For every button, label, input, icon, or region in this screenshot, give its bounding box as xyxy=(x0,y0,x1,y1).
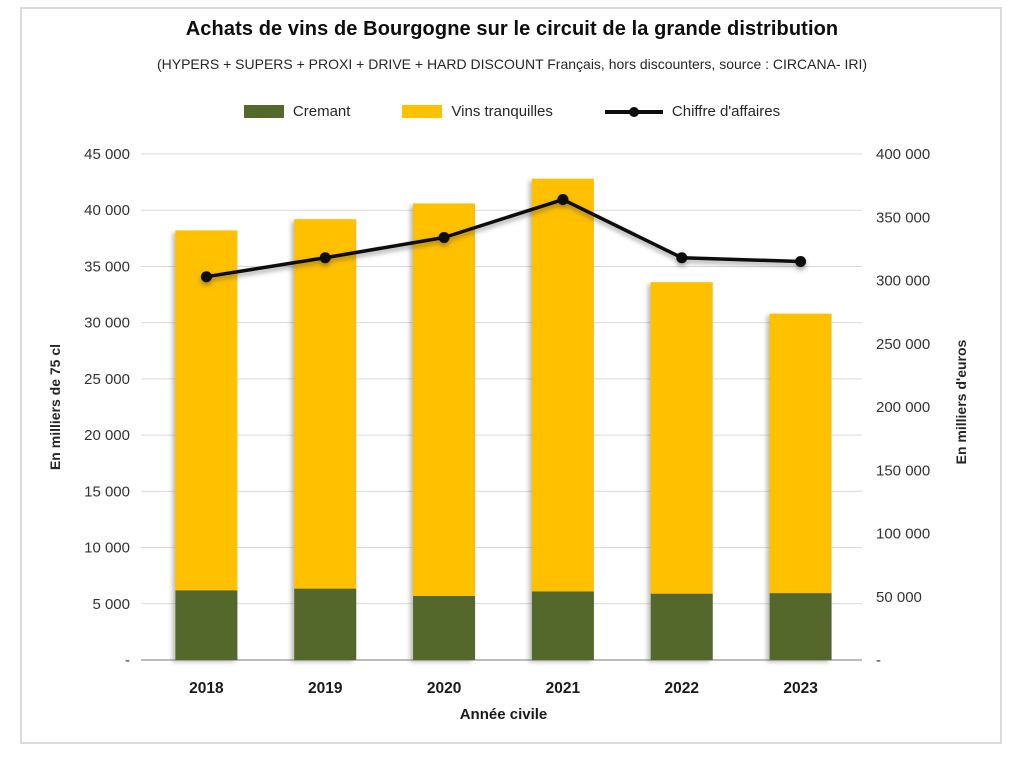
y-left-tick-label: 25 000 xyxy=(84,371,130,388)
y-right-tick-label: 350 000 xyxy=(876,209,930,226)
bar-vins-tranquilles-2020 xyxy=(413,203,476,596)
line-marker-2020 xyxy=(438,231,450,243)
y-right-tick-label: 50 000 xyxy=(876,589,922,606)
y-left-tick-label: 10 000 xyxy=(84,540,130,557)
line-marker-2018 xyxy=(200,271,212,283)
line-marker-2023 xyxy=(795,256,807,268)
bar-vins-tranquilles-2021 xyxy=(531,178,594,592)
bar-cremant-2018 xyxy=(175,590,238,660)
bar-cremant-2019 xyxy=(294,588,357,660)
chart-title: Achats de vins de Bourgogne sur le circu… xyxy=(185,18,839,40)
x-tick-labels: 2018 2019 2020 2021 2022 2023 xyxy=(189,680,818,697)
chiffre-affaires-line xyxy=(206,197,801,279)
legend-item-vins-tranquilles: Vins tranquilles xyxy=(402,103,553,120)
bar-cremant-2023 xyxy=(769,593,832,660)
x-tick-label-2020: 2020 xyxy=(427,680,461,697)
x-tick-label-2019: 2019 xyxy=(308,680,343,697)
legend-label-cremant: Cremant xyxy=(292,103,351,120)
y-right-tick-label: 100 000 xyxy=(876,526,930,543)
line-marker-2019 xyxy=(319,252,331,264)
line-marker-swatch-icon xyxy=(604,105,663,118)
y-left-tick-label: 30 000 xyxy=(84,315,130,332)
y-right-tick-label: 400 000 xyxy=(876,146,930,163)
x-tick-label-2022: 2022 xyxy=(665,680,699,697)
y-left-tick-label: 45 000 xyxy=(84,146,130,163)
y-left-tick-label: 40 000 xyxy=(84,202,130,219)
bar-vins-tranquilles-2019 xyxy=(294,219,357,589)
bar-cremant-2021 xyxy=(531,591,594,660)
gridlines xyxy=(141,153,862,661)
legend-label-chiffre-affaires: Chiffre d'affaires xyxy=(671,103,781,120)
line-marker-2022 xyxy=(676,252,688,264)
x-axis-title: Année civile xyxy=(459,706,548,723)
y-left-tick-labels: - 5 000 10 000 15 000 20 000 25 000 30 000 35 0… xyxy=(84,146,130,669)
y-right-tick-label: 300 000 xyxy=(876,273,930,290)
y-right-axis-title: En milliers d'euros xyxy=(953,339,969,465)
legend-label-vins-tranquilles: Vins tranquilles xyxy=(451,103,553,120)
x-tick-label-2023: 2023 xyxy=(783,680,818,697)
legend: Cremant Vins tranquilles Chiffre d'affai… xyxy=(0,103,1024,120)
legend-item-chiffre-affaires: Chiffre d'affaires xyxy=(604,103,781,120)
line-series xyxy=(200,194,807,283)
y-right-tick-label: 250 000 xyxy=(876,336,930,353)
y-right-tick-labels: - 50 000 100 000 150 000 200 000 250 000 300 0… xyxy=(876,146,930,669)
line-marker-2021 xyxy=(557,194,569,206)
y-left-axis-title: En milliers de 75 cl xyxy=(47,343,63,471)
y-left-tick-label: - xyxy=(125,652,130,669)
bar-vins-tranquilles-2023 xyxy=(769,313,832,594)
cremant-swatch-icon xyxy=(243,105,284,118)
y-left-tick-label: 15 000 xyxy=(84,483,130,500)
legend-item-cremant: Cremant xyxy=(243,103,351,120)
y-right-tick-label: 150 000 xyxy=(876,462,930,479)
x-tick-label-2021: 2021 xyxy=(546,680,581,697)
y-left-tick-label: 35 000 xyxy=(84,258,130,275)
y-left-tick-label: 5 000 xyxy=(92,596,130,613)
y-left-tick-label: 20 000 xyxy=(84,427,130,444)
bar-vins-tranquilles-2018 xyxy=(175,230,238,591)
line-swatch-dot xyxy=(628,106,639,117)
bar-vins-tranquilles-2022 xyxy=(650,282,713,594)
bar-cremant-2020 xyxy=(413,595,476,660)
chart-subtitle: (HYPERS + SUPERS + PROXI + DRIVE + HARD … xyxy=(156,56,868,72)
x-tick-label-2018: 2018 xyxy=(189,680,224,697)
bar-series xyxy=(175,178,832,660)
y-right-tick-label: 200 000 xyxy=(876,399,930,416)
bar-cremant-2022 xyxy=(650,593,713,660)
y-right-tick-label: - xyxy=(876,652,881,669)
vins-tranquilles-swatch-icon xyxy=(402,105,443,118)
